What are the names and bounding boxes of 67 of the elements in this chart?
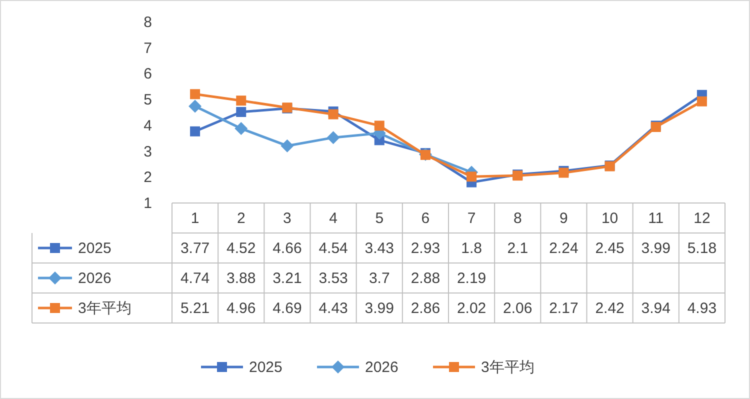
point — [374, 120, 384, 131]
point — [280, 139, 294, 152]
data-label: 3.94 — [641, 300, 670, 317]
data-label: 2.93 — [410, 240, 440, 257]
y-tick-label: 5 — [144, 92, 152, 109]
legend-label: 2026 — [78, 270, 112, 287]
data-label: 5.21 — [180, 300, 210, 317]
data-label: 4.96 — [226, 300, 256, 317]
y-tick-label: 1 — [144, 195, 152, 212]
data-label: 3.77 — [180, 240, 210, 257]
x-tick-label: 4 — [329, 210, 338, 227]
data-label: 2.1 — [507, 240, 528, 257]
data-label: 3.99 — [364, 300, 394, 317]
point — [328, 109, 338, 120]
point — [188, 100, 202, 113]
y-tick-label: 7 — [144, 40, 152, 57]
data-label: 3.88 — [226, 270, 256, 287]
point — [234, 122, 248, 136]
y-tick-label: 8 — [144, 14, 152, 31]
x-tick-label: 1 — [190, 210, 200, 227]
point — [236, 106, 246, 117]
y-tick-label: 6 — [144, 66, 152, 83]
data-label: 2.24 — [549, 240, 578, 257]
point — [326, 131, 340, 144]
y-tick-label: 2 — [144, 169, 152, 186]
point — [696, 96, 707, 106]
data-label: 4.66 — [272, 240, 302, 257]
x-tick-label: 3 — [283, 210, 292, 227]
x-tick-label: 7 — [467, 210, 476, 227]
data-label: 3.43 — [364, 240, 394, 257]
x-tick-label: 12 — [694, 210, 710, 227]
data-label: 4.43 — [318, 300, 348, 317]
data-label: 4.54 — [318, 240, 348, 257]
data-label: 2.45 — [595, 240, 624, 257]
legend-label: 2025 — [78, 240, 112, 257]
data-label: 3.53 — [318, 270, 348, 287]
data-label: 4.93 — [687, 300, 717, 317]
data-label: 3.7 — [368, 270, 390, 287]
data-label: 1.8 — [461, 240, 482, 257]
point — [236, 96, 246, 106]
x-tick-label: 8 — [513, 210, 522, 227]
x-tick-label: 10 — [601, 210, 618, 227]
data-label: 5.18 — [687, 240, 717, 257]
data-label: 2.88 — [410, 270, 440, 287]
data-label: 2.02 — [456, 300, 486, 317]
x-tick-label: 9 — [560, 210, 568, 227]
data-label: 2.19 — [456, 270, 486, 287]
legend: 2025 2026 3年平均 — [201, 359, 534, 376]
legend-label: 3年平均 — [78, 300, 132, 317]
data-label: 3.99 — [641, 240, 670, 257]
x-tick-label: 6 — [421, 210, 430, 227]
x-tick-label: 5 — [375, 210, 384, 227]
data-label: 4.52 — [226, 240, 256, 257]
data-label: 2.42 — [595, 300, 624, 317]
data-label: 2.06 — [503, 300, 532, 317]
x-tick-label: 11 — [648, 210, 664, 227]
y-tick-label: 4 — [144, 117, 152, 134]
x-tick-label: 2 — [236, 210, 246, 227]
data-label: 4.74 — [180, 270, 210, 287]
data-label: 4.69 — [272, 300, 302, 317]
data-label: 2.17 — [549, 300, 578, 317]
data-label: 2.86 — [410, 300, 440, 317]
y-tick-label: 3 — [144, 143, 152, 160]
point — [190, 89, 200, 100]
point — [466, 172, 477, 182]
point — [190, 126, 200, 136]
data-label: 3.21 — [272, 270, 302, 287]
